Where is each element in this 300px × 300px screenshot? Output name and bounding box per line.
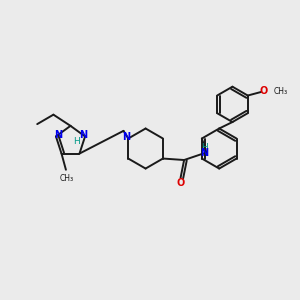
Text: N: N (122, 132, 130, 142)
Text: CH₃: CH₃ (59, 174, 74, 183)
Text: N: N (79, 130, 87, 140)
Text: H: H (201, 142, 208, 152)
Text: H: H (74, 137, 80, 146)
Text: O: O (260, 86, 268, 96)
Text: CH₃: CH₃ (273, 87, 287, 96)
Text: O: O (176, 178, 185, 188)
Text: N: N (200, 148, 208, 158)
Text: N: N (54, 130, 62, 140)
